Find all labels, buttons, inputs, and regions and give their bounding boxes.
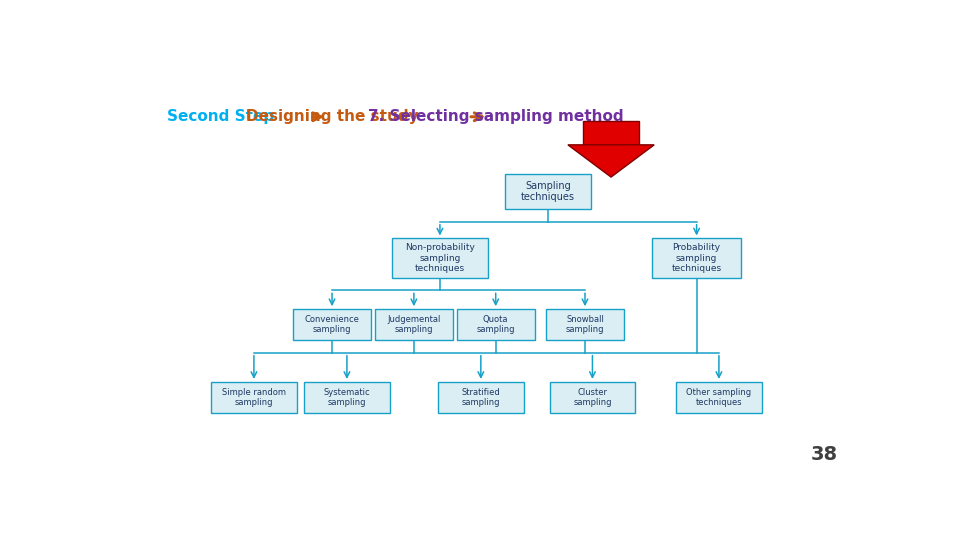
Text: Stratified
sampling: Stratified sampling bbox=[462, 388, 500, 407]
Polygon shape bbox=[583, 121, 639, 145]
FancyBboxPatch shape bbox=[546, 309, 624, 340]
Text: Judgemental
sampling: Judgemental sampling bbox=[387, 315, 441, 334]
Polygon shape bbox=[568, 145, 654, 177]
FancyBboxPatch shape bbox=[304, 382, 390, 413]
Text: Designing the study: Designing the study bbox=[246, 109, 419, 124]
Text: Second Step: Second Step bbox=[167, 109, 274, 124]
Text: Systematic
sampling: Systematic sampling bbox=[324, 388, 371, 407]
FancyBboxPatch shape bbox=[293, 309, 372, 340]
Text: Other sampling
techniques: Other sampling techniques bbox=[686, 388, 752, 407]
Text: Sampling
techniques: Sampling techniques bbox=[520, 181, 575, 202]
FancyBboxPatch shape bbox=[652, 238, 741, 278]
FancyBboxPatch shape bbox=[550, 382, 636, 413]
FancyBboxPatch shape bbox=[211, 382, 297, 413]
Text: Quota
sampling: Quota sampling bbox=[476, 315, 515, 334]
FancyBboxPatch shape bbox=[392, 238, 489, 278]
FancyBboxPatch shape bbox=[438, 382, 523, 413]
Text: Cluster
sampling: Cluster sampling bbox=[573, 388, 612, 407]
Text: Simple random
sampling: Simple random sampling bbox=[222, 388, 286, 407]
Text: Convenience
sampling: Convenience sampling bbox=[304, 315, 359, 334]
FancyBboxPatch shape bbox=[457, 309, 535, 340]
Text: 38: 38 bbox=[811, 445, 838, 464]
FancyBboxPatch shape bbox=[374, 309, 453, 340]
Text: 7. Selecting sampling method: 7. Selecting sampling method bbox=[368, 109, 624, 124]
Text: Probability
sampling
techniques: Probability sampling techniques bbox=[672, 243, 722, 273]
FancyBboxPatch shape bbox=[505, 174, 590, 210]
Text: Snowball
sampling: Snowball sampling bbox=[565, 315, 604, 334]
FancyBboxPatch shape bbox=[676, 382, 761, 413]
Text: Non-probability
sampling
techniques: Non-probability sampling techniques bbox=[405, 243, 475, 273]
